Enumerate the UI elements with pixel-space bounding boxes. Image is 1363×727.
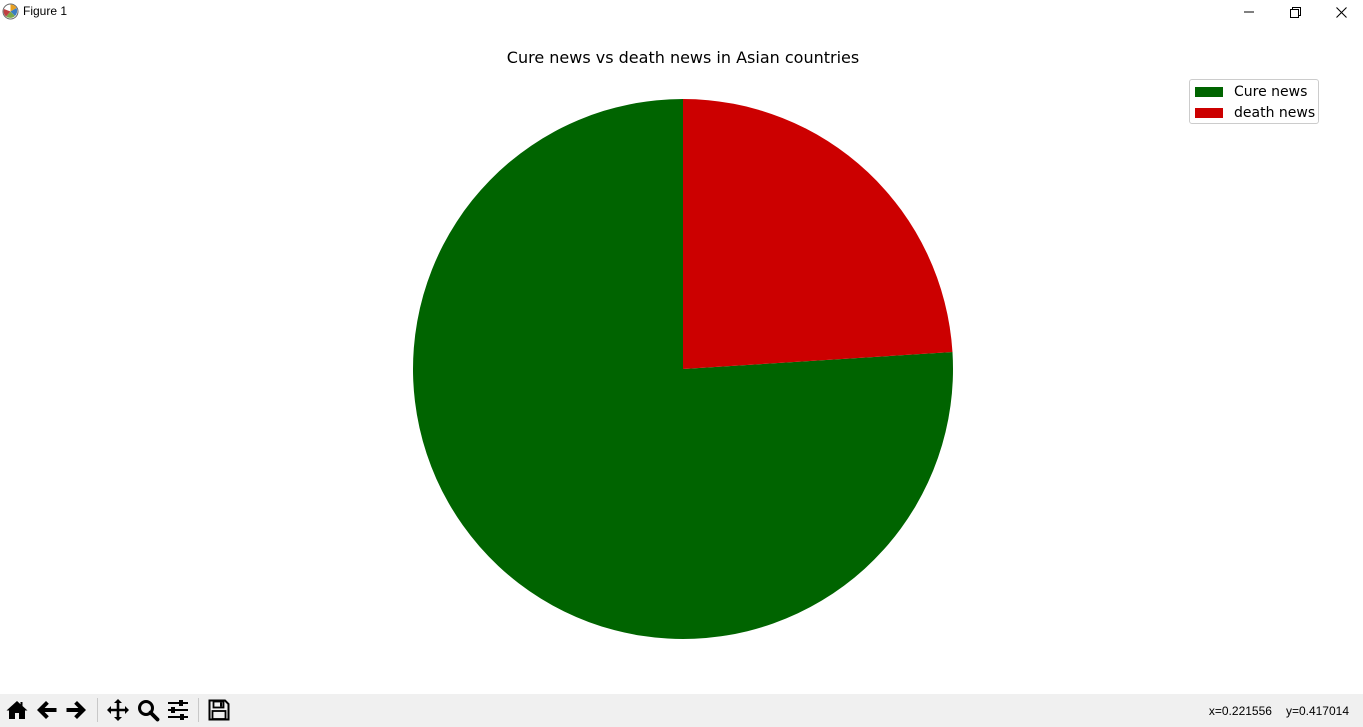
legend: Cure news death news: [1189, 79, 1319, 124]
window-titlebar: Figure 1: [0, 0, 1363, 24]
legend-item-cure: Cure news: [1195, 83, 1307, 101]
forward-button[interactable]: [62, 696, 90, 724]
arrow-right-icon: [66, 701, 86, 719]
back-button[interactable]: [33, 696, 61, 724]
cursor-coordinates: x=0.221556 y=0.417014: [1209, 704, 1349, 718]
sliders-icon: [168, 700, 188, 720]
legend-swatch-death: [1195, 108, 1223, 118]
legend-swatch-cure: [1195, 87, 1223, 97]
coord-x: x=0.221556: [1208, 704, 1272, 718]
chart-title: Cure news vs death news in Asian countri…: [506, 48, 860, 67]
configure-subplots-button[interactable]: [164, 696, 192, 724]
legend-item-death: death news: [1195, 104, 1315, 122]
window-title: Figure 1: [23, 4, 68, 18]
pie-slice-death-news: [683, 99, 953, 369]
save-icon: [208, 699, 230, 721]
legend-label-cure: Cure news: [1234, 84, 1308, 100]
minimize-icon: [1244, 11, 1254, 13]
maximize-icon: [1289, 6, 1301, 18]
pan-button[interactable]: [104, 696, 132, 724]
toolbar-separator: [97, 698, 98, 722]
home-icon: [6, 701, 28, 719]
pie-chart: [413, 99, 954, 639]
home-button[interactable]: [3, 696, 31, 724]
arrow-left-icon: [37, 701, 57, 719]
navigation-toolbar: x=0.221556 y=0.417014: [0, 694, 1363, 727]
toolbar-separator: [198, 698, 199, 722]
zoom-button[interactable]: [134, 696, 162, 724]
matplotlib-logo-icon: [2, 3, 19, 20]
close-button[interactable]: [1318, 0, 1363, 24]
save-button[interactable]: [205, 696, 233, 724]
minimize-button[interactable]: [1226, 0, 1272, 24]
close-icon: [1335, 6, 1347, 18]
coord-y: y=0.417014: [1285, 704, 1349, 718]
maximize-button[interactable]: [1272, 0, 1318, 24]
zoom-icon: [138, 700, 160, 722]
figure-canvas[interactable]: Cure news vs death news in Asian countri…: [0, 24, 1363, 694]
move-icon: [107, 699, 129, 721]
legend-label-death: death news: [1234, 105, 1316, 121]
pie-slice-cure-news: [413, 99, 954, 639]
